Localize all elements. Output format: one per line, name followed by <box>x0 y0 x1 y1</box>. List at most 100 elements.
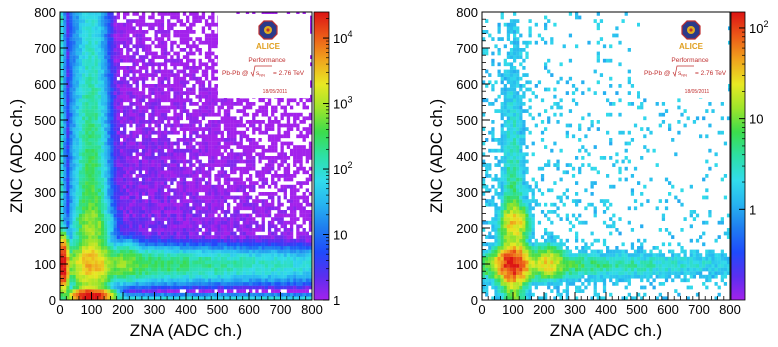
heatmap-cell <box>280 246 284 250</box>
heatmap-cell <box>245 213 250 218</box>
heatmap-cell <box>60 30 64 34</box>
heatmap-cell <box>182 296 187 301</box>
heatmap-cell <box>63 112 67 117</box>
heatmap-cell <box>204 112 209 117</box>
heatmap-cell <box>157 148 161 153</box>
heatmap-cell <box>163 69 168 74</box>
heatmap-cell <box>91 296 95 301</box>
heatmap-cell <box>123 231 127 236</box>
heatmap-cell <box>78 138 83 142</box>
heatmap-cell <box>192 249 196 254</box>
heatmap-cell <box>163 134 168 139</box>
heatmap-cell <box>94 62 98 67</box>
heatmap-cell <box>148 296 152 301</box>
heatmap-cell <box>82 37 86 41</box>
heatmap-cell <box>116 249 120 254</box>
heatmap-cell <box>104 253 108 257</box>
heatmap-cell <box>88 184 92 189</box>
heatmap-cell <box>201 174 206 178</box>
heatmap-cell <box>211 271 215 275</box>
heatmap-cell <box>119 292 124 297</box>
heatmap-cell <box>258 138 262 142</box>
heatmap-cell <box>63 26 67 31</box>
heatmap-cell <box>75 174 80 178</box>
heatmap-cell <box>167 210 171 214</box>
heatmap-cell <box>170 278 174 283</box>
heatmap-cell <box>78 37 83 41</box>
heatmap-cell <box>138 235 143 239</box>
heatmap-cell <box>138 199 143 203</box>
heatmap-cell <box>283 274 287 279</box>
heatmap-cell <box>88 87 92 92</box>
heatmap-cell <box>113 184 117 189</box>
heatmap-cell <box>249 231 253 236</box>
heatmap-cell <box>277 120 281 124</box>
heatmap-cell <box>116 163 120 167</box>
heatmap-cell <box>249 195 253 200</box>
heatmap-cell <box>283 282 287 286</box>
heatmap-cell <box>116 130 120 135</box>
heatmap-cell <box>60 217 64 221</box>
heatmap-cell <box>230 256 234 261</box>
heatmap-cell <box>119 217 124 221</box>
heatmap-cell <box>119 264 124 268</box>
heatmap-cell <box>208 256 212 261</box>
heatmap-cell <box>132 116 136 121</box>
heatmap-cell <box>242 242 246 247</box>
heatmap-cell <box>113 195 117 200</box>
heatmap-cell <box>119 148 124 153</box>
heatmap-cell <box>116 202 120 207</box>
heatmap-cell <box>75 44 80 49</box>
heatmap-cell <box>75 224 80 229</box>
heatmap-cell <box>116 210 120 214</box>
heatmap-cell <box>189 256 193 261</box>
heatmap-cell <box>145 271 149 275</box>
heatmap-cell <box>135 192 139 196</box>
heatmap-cell <box>104 138 108 142</box>
heatmap-cell <box>148 220 152 225</box>
heatmap-cell <box>116 220 120 225</box>
heatmap-cell <box>72 48 76 52</box>
heatmap-cell <box>182 66 187 70</box>
heatmap-cell <box>245 271 250 275</box>
heatmap-cell <box>198 51 202 56</box>
heatmap-cell <box>239 285 243 290</box>
heatmap-cell <box>280 141 284 146</box>
heatmap-cell <box>192 184 196 189</box>
heatmap-cell <box>60 271 64 275</box>
heatmap-cell <box>78 40 83 45</box>
heatmap-cell <box>163 159 168 164</box>
heatmap-cell <box>138 289 143 293</box>
heatmap-cell <box>173 210 177 214</box>
heatmap-cell <box>211 145 215 149</box>
heatmap-cell <box>110 130 114 135</box>
heatmap-cell <box>160 112 165 117</box>
heatmap-cell <box>75 145 80 149</box>
heatmap-cell <box>138 213 143 218</box>
heatmap-cell <box>145 145 149 149</box>
heatmap-cell <box>233 256 237 261</box>
heatmap-cell <box>293 249 297 254</box>
heatmap-cell <box>138 159 143 164</box>
heatmap-cell <box>233 253 237 257</box>
heatmap-cell <box>135 184 139 189</box>
heatmap-cell <box>261 217 265 221</box>
heatmap-cell <box>104 156 108 160</box>
heatmap-cell <box>261 170 265 175</box>
heatmap-cell <box>85 170 89 175</box>
heatmap-cell <box>271 202 275 207</box>
heatmap-cell <box>60 55 64 59</box>
heatmap-cell <box>192 238 196 243</box>
heatmap-cell <box>201 145 206 149</box>
heatmap-cell <box>201 242 206 247</box>
heatmap-cell <box>135 246 139 250</box>
heatmap-cell <box>97 174 102 178</box>
heatmap-cell <box>182 109 187 113</box>
heatmap-cell <box>211 12 215 16</box>
heatmap-cell <box>63 105 67 110</box>
heatmap-cell <box>119 94 124 99</box>
heatmap-cell <box>69 271 73 275</box>
heatmap-cell <box>113 192 117 196</box>
heatmap-cell <box>267 213 272 218</box>
heatmap-cell <box>75 220 80 225</box>
